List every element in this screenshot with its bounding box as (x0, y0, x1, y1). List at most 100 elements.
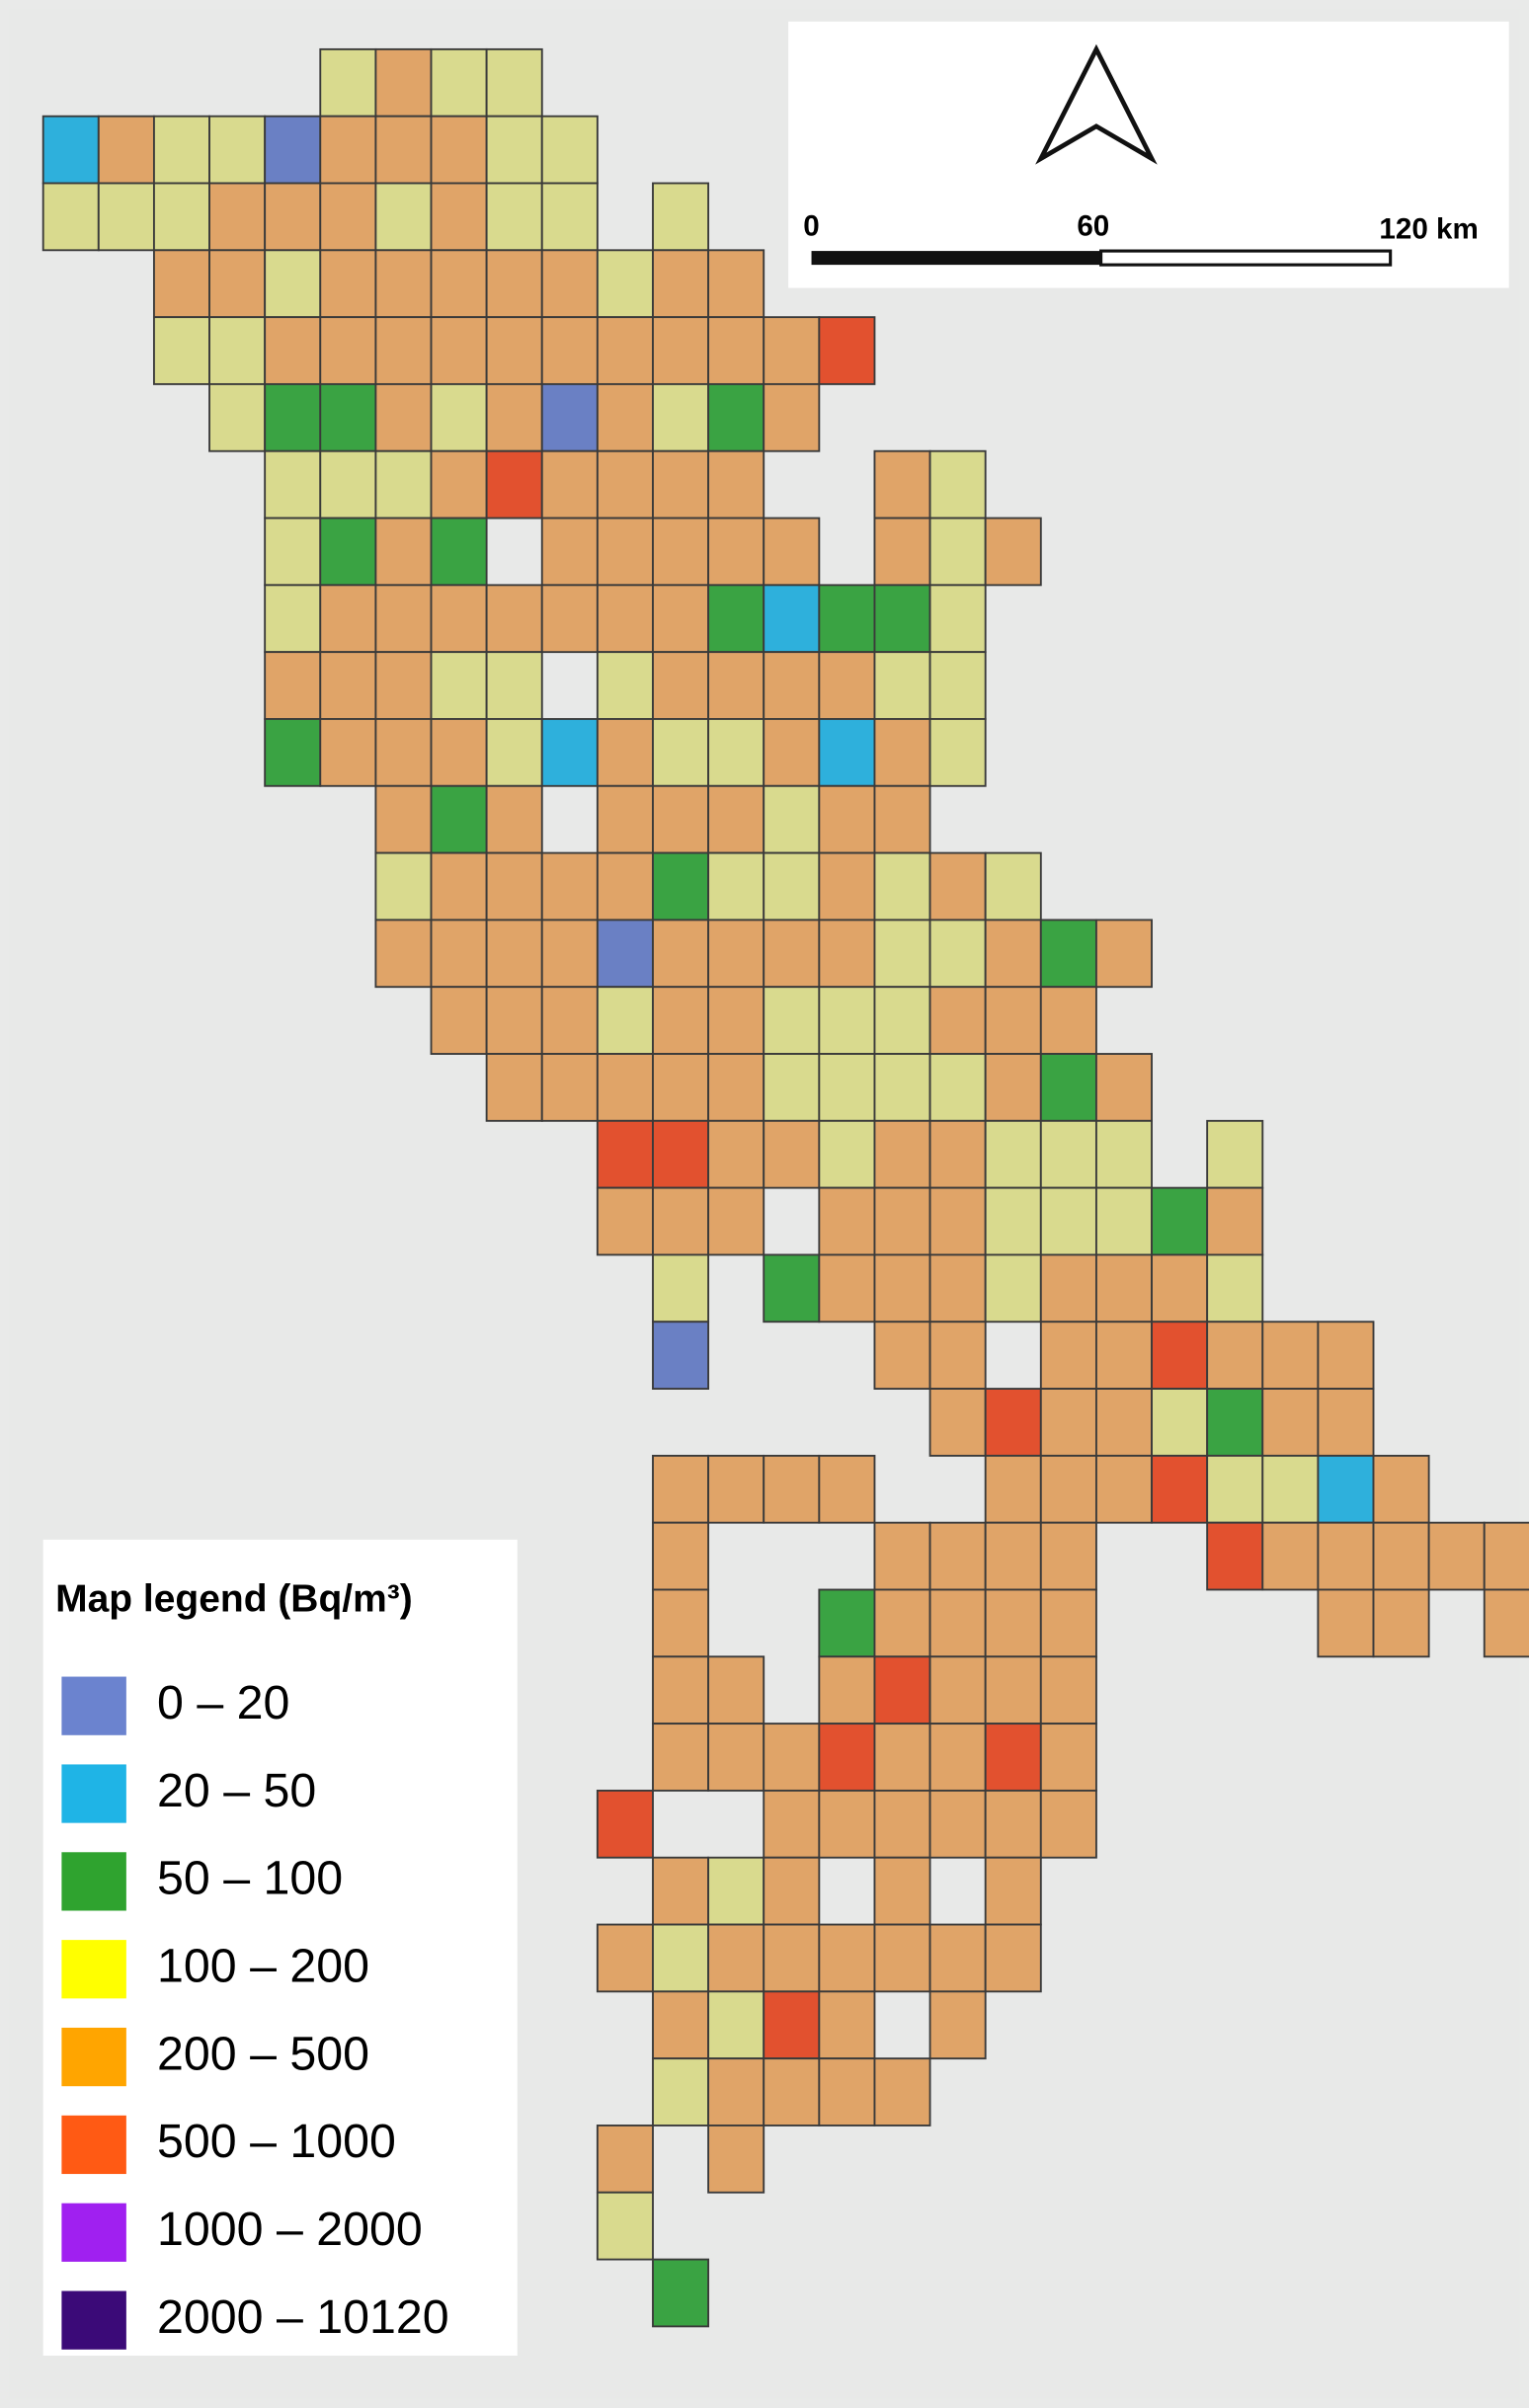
grid-cell (1039, 1253, 1097, 1324)
grid-cells (41, 47, 1529, 2328)
grid-cell (818, 986, 876, 1055)
grid-cell (374, 316, 433, 385)
grid-cell (984, 517, 1042, 587)
grid-cell (763, 316, 821, 385)
grid-cell (374, 651, 433, 720)
grid-cell (596, 1789, 654, 1859)
grid-cell (1094, 1119, 1153, 1189)
grid-cell (1039, 1588, 1097, 1658)
grid-cell (319, 584, 377, 654)
grid-cell (652, 316, 710, 385)
grid-cell (984, 1723, 1042, 1792)
grid-cell (485, 115, 543, 185)
grid-cell (430, 651, 488, 720)
grid-cell (928, 1253, 987, 1324)
grid-cell (485, 182, 543, 252)
grid-cell (1039, 1388, 1097, 1457)
grid-cell (818, 1789, 876, 1859)
grid-cell (763, 986, 821, 1055)
grid-cell (818, 1723, 876, 1792)
grid-cell (984, 1521, 1042, 1591)
grid-cell (928, 1053, 987, 1122)
grid-cell (652, 1053, 710, 1122)
grid-cell (1094, 919, 1153, 989)
legend-label: 1000 – 2000 (157, 2203, 423, 2256)
grid-cell (763, 517, 821, 587)
grid-cell (707, 986, 765, 1055)
grid-cell (485, 316, 543, 385)
north-arrow (1035, 43, 1158, 165)
grid-cell (319, 182, 377, 252)
grid-cell (873, 784, 931, 854)
grid-cell (763, 1053, 821, 1122)
grid-cell (540, 382, 599, 452)
grid-cell (540, 449, 599, 520)
grid-cell (319, 249, 377, 319)
grid-cell (1317, 1321, 1375, 1390)
grid-cell (208, 382, 267, 452)
grid-cell (485, 249, 543, 319)
grid-cell (374, 851, 433, 922)
grid-cell (374, 718, 433, 787)
grid-cell (1206, 1321, 1264, 1390)
grid-cell (319, 316, 377, 385)
grid-cell (540, 115, 599, 185)
grid-cell (374, 784, 433, 854)
grid-cell (984, 1655, 1042, 1726)
grid-cell (264, 517, 322, 587)
grid-cell (319, 115, 377, 185)
grid-cell (818, 1253, 876, 1324)
grid-cell (984, 1253, 1042, 1324)
grid-cell (707, 851, 765, 922)
grid-cell (652, 1655, 710, 1726)
legend-swatch (61, 2115, 126, 2175)
grid-cell (652, 1521, 710, 1591)
grid-cell (1206, 1454, 1264, 1524)
grid-cell (485, 986, 543, 1055)
grid-cell (873, 1923, 931, 1993)
grid-cell (374, 919, 433, 989)
grid-cell (374, 584, 433, 654)
grid-cell (652, 851, 710, 922)
grid-cell (818, 851, 876, 922)
grid-cell (652, 1186, 710, 1256)
grid-cell (984, 1388, 1042, 1457)
grid-cell (873, 919, 931, 989)
grid-cell (873, 1789, 931, 1859)
grid-cell (319, 651, 377, 720)
grid-cell (873, 1856, 931, 1926)
grid-cell (928, 1588, 987, 1658)
grid-cell (873, 2057, 931, 2127)
grid-cell (264, 182, 322, 252)
scale-label: 120 km (1379, 213, 1478, 246)
grid-cell (596, 517, 654, 587)
grid-cell (540, 718, 599, 787)
grid-cell (1372, 1588, 1430, 1658)
grid-cell (1427, 1521, 1486, 1591)
grid-cell (984, 919, 1042, 989)
grid-cell (652, 382, 710, 452)
grid-cell (430, 986, 488, 1055)
legend-label: 100 – 200 (157, 1940, 369, 1993)
legend-swatch (61, 2203, 126, 2262)
grid-cell (873, 1655, 931, 1726)
grid-cell (763, 1723, 821, 1792)
grid-cell (596, 1923, 654, 1993)
scale-box: 0 60 120 km (788, 21, 1509, 288)
legend-label: 2000 – 10120 (157, 2290, 449, 2344)
grid-cell (652, 1253, 710, 1324)
grid-cell (430, 449, 488, 520)
grid-cell (319, 382, 377, 452)
grid-cell (540, 1053, 599, 1122)
grid-cell (928, 851, 987, 922)
grid-cell (430, 919, 488, 989)
grid-cell (818, 584, 876, 654)
grid-cell (652, 584, 710, 654)
grid-cell (540, 249, 599, 319)
grid-cell (1039, 1789, 1097, 1859)
grid-cell (707, 1923, 765, 1993)
grid-cell (1206, 1119, 1264, 1189)
grid-cell (763, 2057, 821, 2127)
grid-cell (928, 718, 987, 787)
